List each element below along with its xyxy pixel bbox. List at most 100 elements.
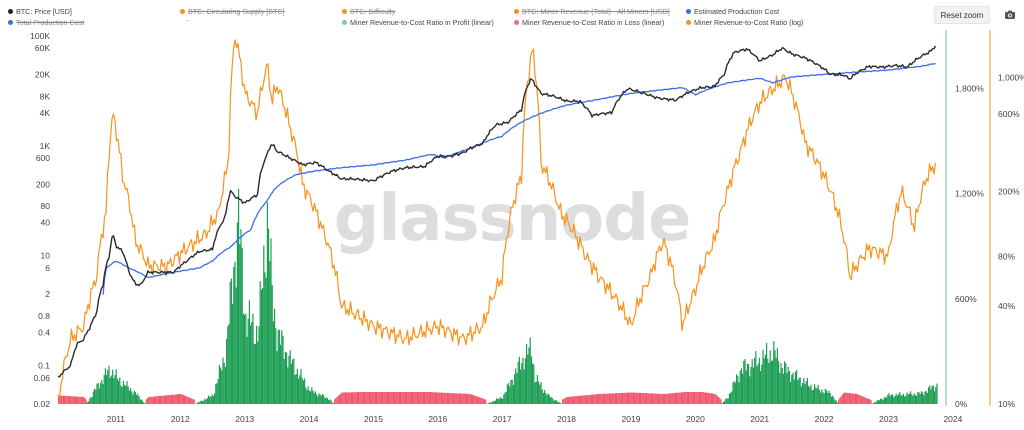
loss-bar (866, 398, 868, 404)
loss-bar (571, 396, 573, 404)
profit-bar (511, 379, 513, 404)
loss-bar (712, 393, 714, 404)
profit-bar (491, 402, 493, 404)
loss-bar (394, 392, 396, 404)
profit-bar (500, 398, 502, 404)
profit-bar (808, 385, 810, 404)
loss-bar (714, 394, 716, 404)
loss-bar (355, 392, 357, 404)
loss-bar (589, 394, 591, 404)
profit-bar (240, 229, 242, 404)
profit-bar (205, 399, 207, 404)
loss-bar (443, 392, 445, 404)
loss-bar (640, 392, 642, 404)
loss-bar (613, 393, 615, 404)
loss-bar (192, 399, 194, 404)
profit-bar (91, 397, 93, 404)
loss-bar (426, 392, 428, 404)
profit-bar (209, 396, 211, 404)
profit-bar (133, 390, 135, 404)
profit-bar (809, 387, 811, 404)
profit-bar (126, 381, 128, 404)
loss-bar (470, 394, 472, 404)
legend-item-circulating-supply[interactable]: BTC: Circulating Supply [BTC] (180, 7, 285, 16)
legend-item-ratio-log[interactable]: Miner Revenue-to-Cost Ratio (log) (686, 18, 803, 27)
legend-item-btc-price[interactable]: BTC: Price [USD] (8, 7, 72, 16)
loss-bar (686, 392, 688, 404)
legend-item-miner-revenue[interactable]: BTC: Miner Revenue (Total) - All Miners … (514, 7, 670, 16)
loss-bar (713, 393, 715, 404)
legend-item-difficulty[interactable]: BTC: Difficulty (342, 7, 395, 16)
loss-bar (168, 395, 170, 404)
loss-bar (683, 392, 685, 404)
loss-bar (859, 395, 861, 404)
profit-bar (268, 228, 270, 404)
loss-bar (450, 393, 452, 404)
loss-bar (62, 395, 64, 404)
reset-zoom-button[interactable]: Reset zoom (934, 6, 990, 24)
y-left-tick-label: 40 (41, 218, 51, 228)
profit-bar (308, 390, 310, 404)
loss-bar (466, 393, 468, 404)
loss-bar (679, 392, 681, 404)
loss-bar (708, 393, 710, 404)
legend-item-estimated-production-cost[interactable]: Estimated Production Cost (686, 7, 779, 16)
profit-bar (281, 330, 283, 404)
profit-bar (529, 337, 531, 404)
profit-bar (906, 392, 908, 404)
profit-bar (553, 400, 555, 404)
loss-bar (362, 392, 364, 404)
loss-bar (390, 392, 392, 404)
legend-item-total-production-cost[interactable]: Total Production Cost (8, 18, 84, 27)
loss-bar (448, 393, 450, 404)
profit-bar (748, 364, 750, 404)
profit-bar (883, 397, 885, 404)
profit-bar (300, 368, 302, 404)
loss-bar (468, 393, 470, 404)
loss-bar (666, 393, 668, 404)
loss-bar (643, 393, 645, 404)
loss-bar (564, 398, 566, 404)
loss-bar (395, 392, 397, 404)
profit-bar (244, 314, 246, 404)
loss-bar (635, 392, 637, 404)
legend-item-ratio-loss[interactable]: Miner Revenue-to-Cost Ratio in Loss (lin… (514, 18, 664, 27)
profit-bar (108, 365, 110, 404)
profit-bar (547, 393, 549, 404)
profit-bar (275, 328, 277, 404)
profit-bar (503, 394, 505, 404)
loss-bar (668, 393, 670, 404)
watermark-layer: glassnode (334, 182, 692, 256)
camera-icon[interactable] (1004, 9, 1016, 21)
loss-bar (840, 396, 842, 404)
profit-bar (881, 398, 883, 404)
x-tick-label: 2011 (107, 414, 126, 424)
loss-bar (581, 395, 583, 404)
loss-bar (398, 392, 400, 404)
profit-bar (127, 386, 129, 404)
profit-bar (199, 401, 201, 404)
profit-bar (874, 402, 876, 404)
loss-bar (444, 392, 446, 404)
loss-bar (71, 396, 73, 404)
profit-bar (140, 399, 142, 404)
profit-bar (266, 202, 268, 404)
loss-bar (74, 396, 76, 404)
loss-bar (78, 396, 80, 404)
loss-bar (384, 392, 386, 404)
loss-bar (601, 393, 603, 404)
profit-bar (515, 368, 517, 404)
loss-bar (85, 399, 87, 404)
profit-bar (532, 363, 534, 404)
loss-bar (397, 392, 399, 404)
loss-bar (595, 394, 597, 404)
legend-item-ratio-profit[interactable]: Miner Revenue-to-Cost Ratio in Profit (l… (342, 18, 494, 27)
loss-bar (374, 392, 376, 404)
profit-bar (504, 392, 506, 404)
profit-bar (815, 387, 817, 404)
profit-bar (534, 382, 536, 404)
profit-bar (887, 394, 889, 404)
loss-bar (433, 392, 435, 404)
profit-bar (508, 382, 510, 404)
profit-bar (505, 392, 507, 404)
